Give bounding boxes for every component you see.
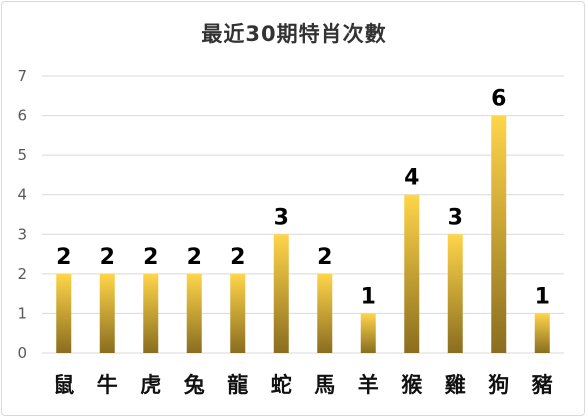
- chart-title: 最近30期特肖次數: [201, 22, 387, 46]
- bar: [404, 194, 420, 353]
- data-labels: 2 2 2 2 2 3 2 1 4 3 6 1: [56, 87, 550, 310]
- data-label: 2: [317, 245, 332, 270]
- category-label: 馬: [314, 372, 335, 397]
- y-axis-ticks: 0 1 2 3 4 5 6 7: [17, 67, 27, 362]
- y-tick-label: 3: [17, 225, 27, 243]
- category-label: 猴: [401, 372, 423, 397]
- bar: [360, 313, 376, 353]
- y-tick-label: 0: [17, 344, 27, 362]
- bar: [491, 115, 507, 353]
- bar: [534, 313, 550, 353]
- y-tick-label: 6: [17, 107, 27, 125]
- bars: [56, 115, 550, 353]
- bar: [56, 273, 72, 353]
- category-label: 狗: [488, 372, 509, 397]
- bar: [99, 273, 115, 353]
- data-label: 4: [404, 166, 419, 191]
- bar: [186, 273, 202, 353]
- data-label: 1: [535, 284, 550, 309]
- bar: [447, 234, 463, 353]
- bar: [273, 234, 289, 353]
- bar: [317, 273, 333, 353]
- data-label: 1: [361, 284, 376, 309]
- category-label: 雞: [444, 372, 466, 397]
- data-label: 3: [448, 205, 463, 230]
- bar: [143, 273, 159, 353]
- y-tick-label: 1: [17, 304, 27, 322]
- gridlines: [42, 75, 564, 354]
- category-label: 龍: [227, 372, 248, 397]
- y-tick-label: 4: [17, 186, 27, 204]
- category-label: 虎: [140, 372, 161, 397]
- data-label: 2: [56, 245, 71, 270]
- category-label: 牛: [97, 372, 118, 397]
- data-label: 2: [230, 245, 245, 270]
- data-label: 2: [143, 245, 158, 270]
- data-label: 2: [100, 245, 115, 270]
- data-label: 6: [491, 87, 506, 112]
- data-label: 2: [187, 245, 202, 270]
- y-tick-label: 2: [17, 265, 27, 283]
- data-label: 3: [274, 205, 289, 230]
- y-tick-label: 5: [17, 146, 27, 164]
- category-labels: 鼠牛虎兔龍蛇馬羊猴雞狗豬: [53, 372, 553, 397]
- category-label: 兔: [184, 372, 205, 397]
- category-label: 豬: [531, 372, 553, 397]
- category-label: 蛇: [271, 372, 292, 397]
- category-label: 羊: [358, 372, 379, 397]
- category-label: 鼠: [53, 372, 74, 397]
- y-tick-label: 7: [17, 67, 27, 85]
- bar: [230, 273, 246, 353]
